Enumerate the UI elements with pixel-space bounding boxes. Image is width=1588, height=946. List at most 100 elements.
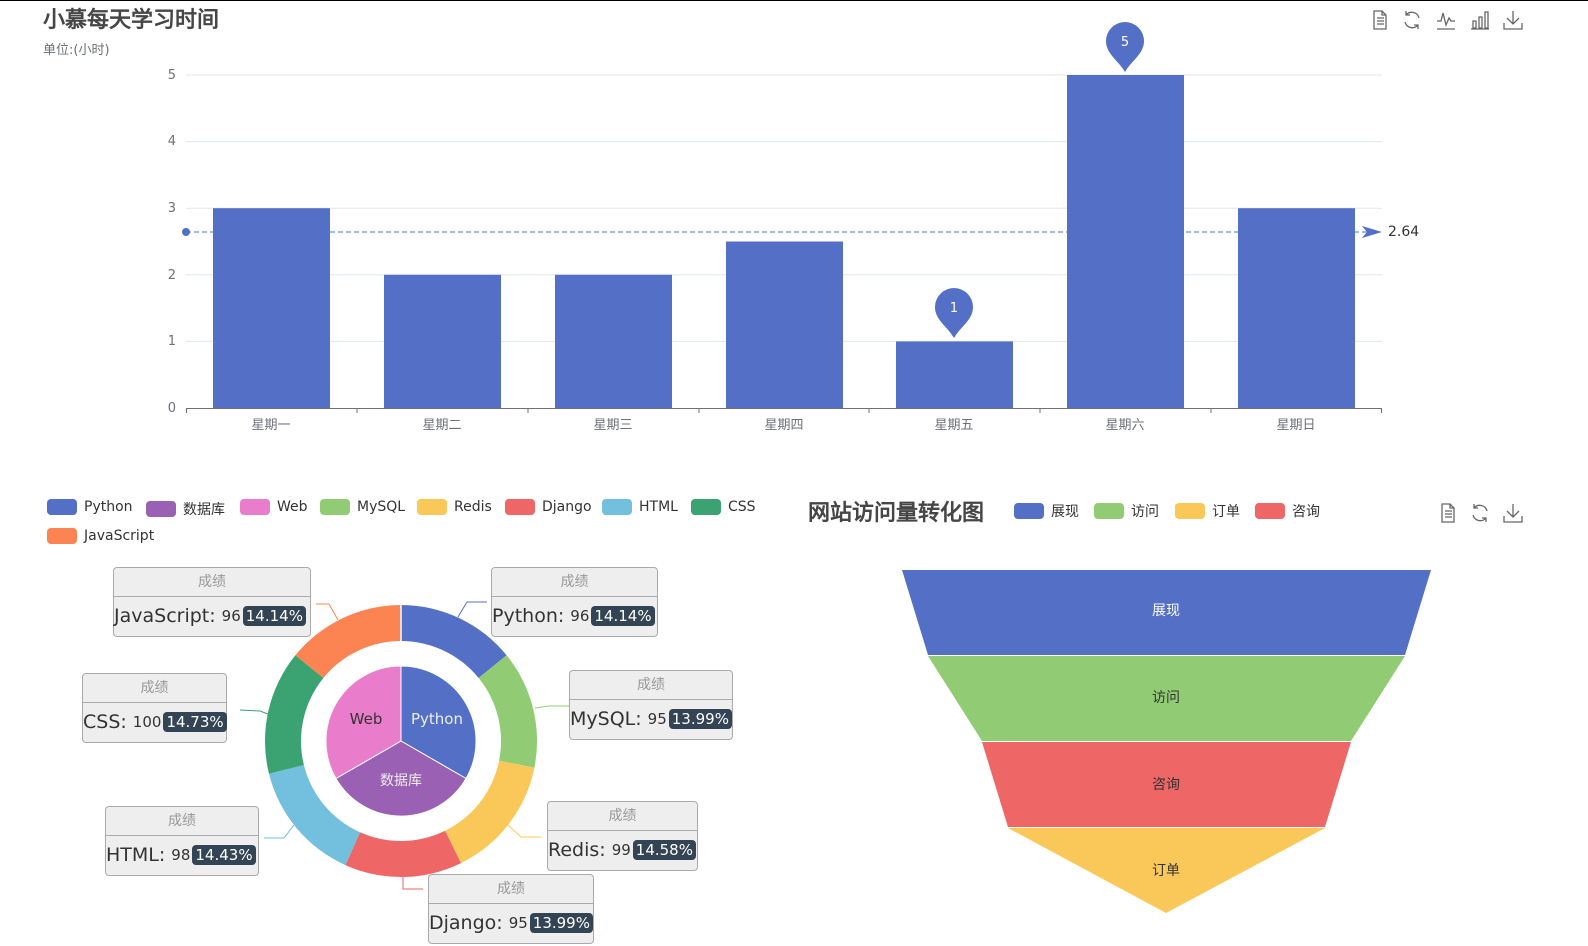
legend-swatch [602,499,632,515]
line-chart-icon[interactable] [1435,9,1457,31]
pie-label-django: 成绩 Django:95 13.99% [428,874,594,944]
svg-text:咨询: 咨询 [1152,777,1180,793]
average-label: 2.64 [1388,224,1419,240]
funnel-stage-visit[interactable] [928,656,1405,741]
legend-swatch [505,499,535,515]
legend-swatch [1094,503,1124,519]
bar-mon[interactable] [213,208,330,408]
legend-redis[interactable]: Redis [417,499,492,515]
ring-slice-javascript[interactable] [295,605,401,678]
legend-python[interactable]: Python [47,499,133,515]
average-mark-line: 2.64 [182,224,1419,240]
funnel-chart-title: 网站访问量转化图 [808,501,985,526]
pie-label-javascript: 成绩 JavaScript:96 14.14% [113,567,311,637]
legend-mysql[interactable]: MySQL [320,499,405,515]
bar-fri[interactable] [896,341,1013,408]
funnel-stage-impression[interactable] [902,570,1431,655]
funnel-labels: 展现 访问 咨询 订单 [1152,603,1180,879]
legend-swatch [1175,503,1205,519]
max-mark-point[interactable]: 5 [1106,22,1144,72]
svg-text:1: 1 [950,301,958,316]
bar-chart: 0 1 2 3 4 5 2.64 星期一 星期二 星期三 星期四 [168,22,1419,433]
svg-text:4: 4 [168,134,176,149]
legend-swatch [417,499,447,515]
pie-label-css: 成绩 CSS:100 14.73% [82,673,227,743]
svg-text:星期三: 星期三 [593,418,632,433]
legend-swatch [320,499,350,515]
bar-thu[interactable] [726,241,843,409]
svg-text:星期五: 星期五 [934,418,973,433]
bar-chart-title: 小慕每天学习时间 [43,8,220,33]
label-lines [239,601,569,890]
svg-text:0: 0 [168,401,176,416]
pie-label-html: 成绩 HTML:98 14.43% [105,806,259,876]
svg-text:展现: 展现 [1152,603,1180,619]
legend-swatch [1014,503,1044,519]
svg-text:3: 3 [168,201,176,216]
pie-label-mysql: 成绩 MySQL:95 13.99% [569,670,733,740]
svg-text:星期二: 星期二 [422,418,461,433]
min-mark-point[interactable]: 1 [935,288,973,338]
ring-slice-python[interactable] [401,605,507,678]
svg-text:5: 5 [1121,35,1129,50]
legend-impression[interactable]: 展现 [1014,501,1079,521]
inner-label-web: Web [350,710,383,728]
x-axis [186,408,1382,413]
funnel-stage-consult[interactable] [982,742,1351,827]
legend-swatch [146,501,176,517]
svg-text:访问: 访问 [1152,690,1180,706]
legend-swatch [47,499,77,515]
funnel-chart: 展现 访问 咨询 订单 [902,570,1431,913]
legend-order[interactable]: 订单 [1175,501,1240,521]
funnel-stage-order[interactable] [1008,828,1325,913]
inner-slice-python[interactable] [400,665,477,780]
legend-database[interactable]: 数据库 [146,499,225,519]
svg-text:1: 1 [168,334,176,349]
ring-slice-css[interactable] [265,655,324,774]
bar-chart-subtitle: 单位:(小时) [43,43,110,58]
inner-label-python: Python [411,710,463,728]
inner-label-database: 数据库 [380,773,422,789]
inner-slice-web[interactable] [325,665,402,780]
legend-html[interactable]: HTML [602,499,678,515]
top-border [0,0,1588,1]
save-image-icon[interactable] [1502,9,1524,31]
svg-text:星期四: 星期四 [764,418,803,433]
ring-slice-html[interactable] [269,765,361,866]
x-axis-labels: 星期一 星期二 星期三 星期四 星期五 星期六 星期日 [251,418,1315,433]
ring-slice-mysql[interactable] [478,655,538,768]
ring-slice-redis[interactable] [445,760,535,864]
legend-swatch [240,499,270,515]
data-view-icon[interactable] [1437,502,1459,524]
legend-css[interactable]: CSS [691,499,756,515]
bar-sun[interactable] [1238,208,1355,408]
bar-wed[interactable] [555,274,672,408]
legend-swatch [47,528,77,544]
pie-label-python: 成绩 Python:96 14.14% [491,567,658,637]
svg-text:2: 2 [168,268,176,283]
ring-slice-django[interactable] [345,830,461,878]
restore-icon[interactable] [1401,9,1423,31]
pie-label-redis: 成绩 Redis:99 14.58% [547,801,698,871]
bar-chart-icon[interactable] [1469,9,1491,31]
legend-web[interactable]: Web [240,499,308,515]
legend-javascript[interactable]: JavaScript [47,528,154,544]
bar-sat[interactable] [1067,75,1184,408]
legend-django[interactable]: Django [505,499,592,515]
svg-text:星期六: 星期六 [1105,418,1144,433]
svg-text:订单: 订单 [1152,863,1180,879]
legend-consult[interactable]: 咨询 [1255,501,1320,521]
svg-text:5: 5 [168,68,176,83]
svg-text:星期一: 星期一 [251,418,290,433]
svg-text:星期日: 星期日 [1276,418,1315,433]
save-image-icon[interactable] [1502,502,1524,524]
legend-swatch [1255,503,1285,519]
legend-swatch [691,499,721,515]
restore-icon[interactable] [1469,502,1491,524]
bar-tue[interactable] [384,274,501,408]
data-view-icon[interactable] [1369,9,1391,31]
nested-pie-chart: Python 数据库 Web [239,601,569,890]
legend-visit[interactable]: 访问 [1094,501,1159,521]
bars [213,75,1355,408]
y-axis-labels: 0 1 2 3 4 5 [168,68,176,416]
